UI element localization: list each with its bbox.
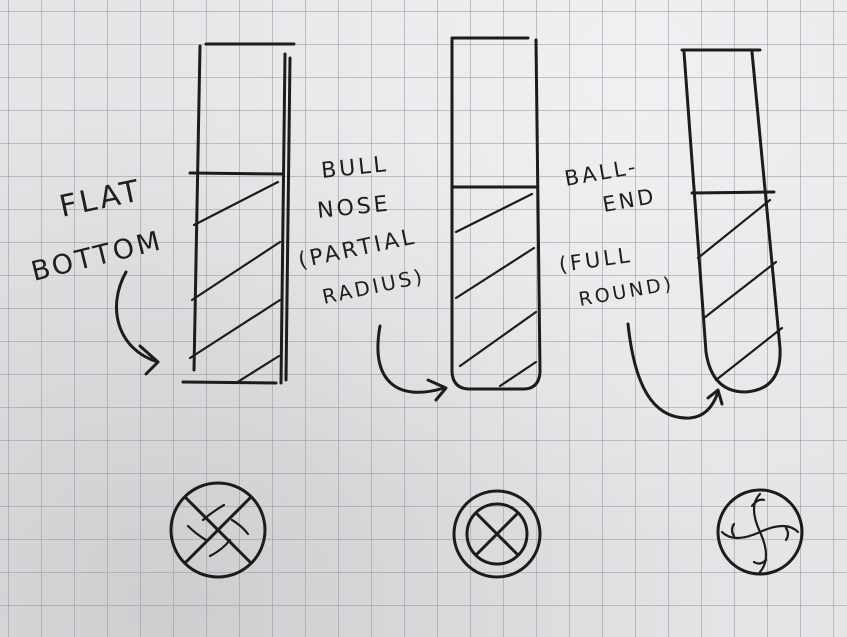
bull-nose-label-line4: RADIUS) xyxy=(320,264,427,309)
ball-end-label-line4: ROUND) xyxy=(577,273,676,311)
flat-bottom-end-mill xyxy=(181,42,296,385)
flat-end-view-shading xyxy=(186,503,250,558)
bull-nose-outer-circle xyxy=(452,489,542,579)
flat-bottom-end-view xyxy=(169,481,267,579)
ball-end-hatching xyxy=(696,198,784,382)
ball-end-view-swirl xyxy=(720,492,800,574)
bull-nose-cutting-edges xyxy=(474,511,520,557)
bull-nose-hatching xyxy=(454,192,538,388)
ball-end-label-line3: (FULL xyxy=(557,243,634,277)
ball-end-label-line2: END xyxy=(601,184,659,217)
ball-end-outline xyxy=(680,48,782,394)
flat-bottom-label-line2: BOTTOM xyxy=(28,225,166,288)
bull-nose-end-view xyxy=(452,489,542,579)
bull-nose-end-mill xyxy=(450,36,542,391)
bull-nose-label-line3: (PARTIAL xyxy=(296,224,419,273)
bull-nose-arrow xyxy=(376,324,448,402)
ball-end-label: BALL- END (FULL ROUND) xyxy=(557,154,675,311)
bull-nose-inner-circle xyxy=(465,502,529,566)
flat-end-view-cutting-edges xyxy=(184,496,252,564)
bull-nose-outline xyxy=(450,36,542,391)
ball-end-view-shading xyxy=(730,498,790,565)
bull-nose-label: BULL NOSE (PARTIAL RADIUS) xyxy=(296,152,427,309)
ball-end-arrow xyxy=(626,322,724,420)
bull-nose-label-line1: BULL xyxy=(320,152,390,184)
flat-end-mill-flute-line xyxy=(188,171,285,176)
flat-end-mill-hatching xyxy=(188,180,282,385)
ball-end-mill xyxy=(680,48,784,394)
flat-end-view-circle xyxy=(169,481,267,579)
ball-end-view-circle xyxy=(716,488,804,576)
ball-end-label-line1: BALL- xyxy=(563,154,640,191)
flat-bottom-arrow xyxy=(115,270,160,376)
bull-nose-label-line2: NOSE xyxy=(316,191,392,224)
flat-bottom-label: FLAT BOTTOM xyxy=(28,173,166,287)
ball-end-flute-line xyxy=(690,190,776,195)
flat-bottom-label-line1: FLAT xyxy=(56,173,145,225)
flat-end-mill-outline xyxy=(181,42,296,385)
ball-end-end-view xyxy=(716,488,804,576)
